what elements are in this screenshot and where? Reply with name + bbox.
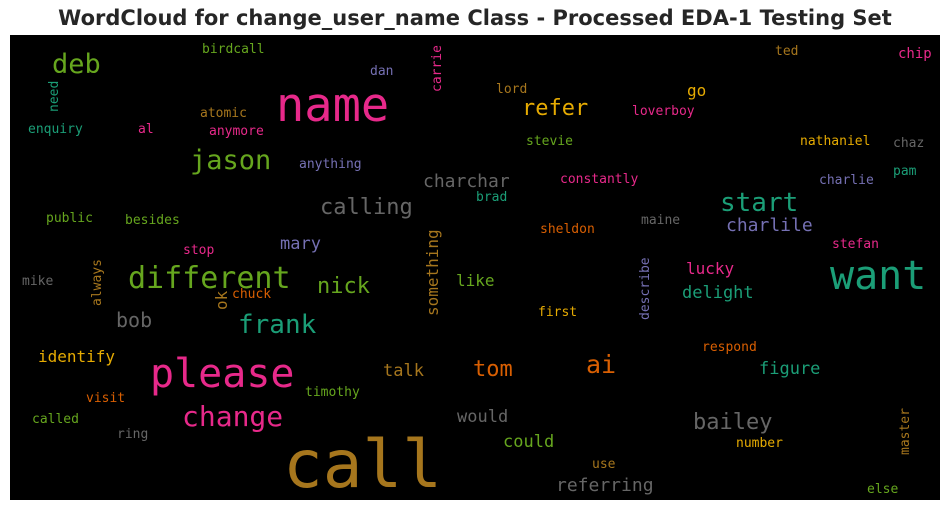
word-sheldon: sheldon	[540, 222, 595, 237]
word-bailey: bailey	[693, 410, 772, 435]
word-referring: referring	[556, 475, 654, 496]
word-talk: talk	[383, 361, 424, 381]
word-birdcall: birdcall	[202, 42, 265, 57]
word-lucky: lucky	[686, 259, 735, 278]
word-figure: figure	[759, 359, 820, 379]
word-delight: delight	[682, 283, 754, 303]
word-name: name	[276, 78, 389, 133]
word-ted: ted	[775, 44, 798, 59]
word-number: number	[736, 436, 783, 451]
word-calling: calling	[320, 195, 413, 220]
word-else: else	[867, 482, 898, 497]
word-enquiry: enquiry	[28, 122, 83, 137]
word-change: change	[182, 400, 283, 433]
word-besides: besides	[125, 213, 180, 228]
word-anything: anything	[299, 157, 362, 172]
word-call: call	[283, 426, 442, 500]
word-ai: ai	[586, 350, 616, 379]
word-maine: maine	[641, 213, 680, 228]
word-chuck: chuck	[232, 287, 271, 302]
word-tom: tom	[473, 357, 513, 382]
word-would: would	[457, 407, 508, 427]
word-first: first	[538, 305, 577, 320]
word-constantly: constantly	[560, 172, 638, 187]
word-brad: brad	[476, 190, 507, 205]
word-please: please	[150, 351, 295, 397]
wordcloud-svg: call name please want different change jason fr…	[22, 42, 932, 500]
word-mike: mike	[22, 274, 53, 289]
word-mary: mary	[280, 234, 321, 254]
word-chaz: chaz	[893, 136, 924, 151]
word-deb: deb	[52, 49, 101, 80]
word-atomic: atomic	[200, 106, 247, 121]
word-something: something	[423, 229, 442, 316]
word-ring: ring	[117, 427, 148, 442]
word-respond: respond	[702, 340, 757, 355]
word-called: called	[32, 412, 79, 427]
word-loverboy: loverboy	[632, 104, 695, 119]
word-want: want	[830, 253, 926, 299]
word-nathaniel: nathaniel	[800, 134, 870, 149]
word-timothy: timothy	[305, 385, 360, 400]
word-master: master	[898, 408, 913, 455]
word-like: like	[456, 271, 495, 290]
word-identify: identify	[38, 347, 115, 366]
word-carrie: carrie	[430, 45, 445, 92]
word-visit: visit	[86, 391, 125, 406]
word-use: use	[592, 457, 616, 472]
word-charlile: charlile	[726, 215, 813, 236]
word-stop: stop	[183, 243, 214, 258]
word-could: could	[503, 432, 554, 452]
word-chip: chip	[898, 46, 932, 62]
word-jason: jason	[190, 145, 271, 176]
word-al: al	[138, 122, 154, 137]
word-lord: lord	[496, 82, 527, 97]
word-stefan: stefan	[832, 237, 879, 252]
word-always: always	[90, 259, 105, 306]
word-stevie: stevie	[526, 134, 573, 149]
word-dan: dan	[370, 64, 393, 79]
word-charlie: charlie	[819, 173, 874, 188]
word-public: public	[46, 211, 93, 226]
word-different: different	[128, 261, 291, 296]
word-describe: describe	[638, 257, 653, 320]
word-go: go	[687, 81, 706, 100]
word-ok: ok	[212, 290, 231, 310]
word-pam: pam	[893, 164, 917, 179]
word-bob: bob	[116, 308, 152, 332]
word-anymore: anymore	[209, 124, 264, 139]
word-need: need	[47, 81, 62, 112]
wordcloud-panel: call name please want different change jason fr…	[10, 35, 940, 500]
word-charchar: charchar	[423, 171, 510, 192]
word-refer: refer	[522, 96, 588, 121]
word-nick: nick	[317, 274, 370, 299]
chart-title: WordCloud for change_user_name Class - P…	[58, 6, 892, 30]
word-frank: frank	[238, 310, 317, 340]
word-start: start	[720, 188, 798, 218]
